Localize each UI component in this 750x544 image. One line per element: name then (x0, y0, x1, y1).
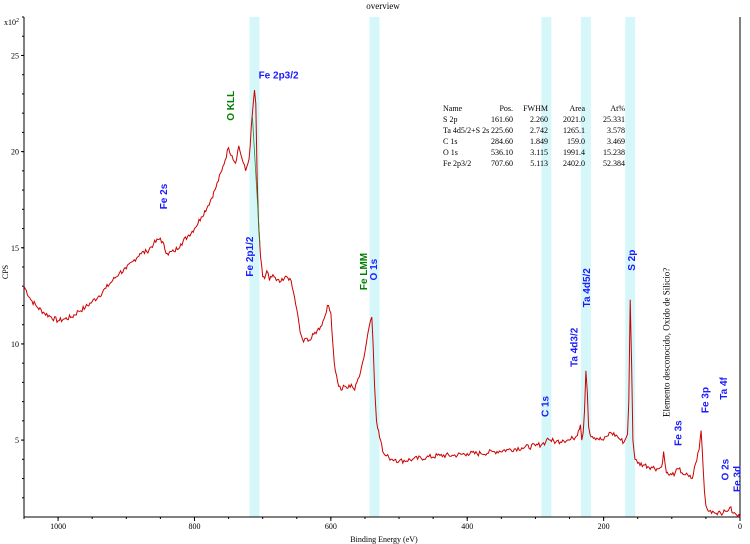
background-fit-line (252, 116, 261, 244)
highlight-band (625, 17, 636, 517)
x-tick-label: 400 (461, 522, 473, 531)
x-tick-label: 0 (738, 522, 742, 531)
table-cell: 3.469 (607, 137, 625, 146)
table-cell: 225.60 (491, 126, 513, 135)
peak-label: O 2s (720, 458, 731, 480)
peak-label: Fe 3d (733, 466, 744, 492)
table-cell: 3.115 (530, 148, 548, 157)
peak-label: Fe LMM (359, 253, 370, 290)
highlight-band (580, 17, 591, 517)
peak-label: Ta 4d5/2 (582, 268, 593, 308)
highlight-band (369, 17, 380, 517)
y-tick-label: 15 (11, 244, 19, 253)
peak-label: Fe 2p1/2 (245, 236, 256, 276)
table-cell: 15.238 (603, 148, 625, 157)
table-cell: 2.742 (530, 126, 548, 135)
table-cell: 1991.4 (563, 148, 585, 157)
table-cell: 536.10 (491, 148, 513, 157)
table-cell: C 1s (443, 137, 457, 146)
x-tick-label: 200 (598, 522, 610, 531)
peak-label: Fe 2p3/2 (259, 71, 299, 82)
table-cell: 52.384 (603, 159, 625, 168)
y-tick-label: 10 (11, 340, 19, 349)
peak-label: Fe 3p (700, 387, 711, 413)
axis-ticks: 1000 800 600 400 200 0 5 10 15 20 25 (11, 16, 742, 531)
x-tick-label: 1000 (50, 522, 66, 531)
table-cell: S 2p (443, 115, 457, 124)
y-axis-label: CPS (1, 265, 10, 279)
peak-label: Fe 2s (159, 183, 170, 209)
table-cell: 159.0 (567, 137, 585, 146)
x-tick-label: 800 (188, 522, 200, 531)
table-header-cell: At% (610, 104, 625, 113)
highlight-bands (249, 17, 636, 517)
peak-label: Ta 4d3/2 (570, 327, 581, 367)
table-cell: Fe 2p3/2 (443, 159, 471, 168)
table-cell: 161.60 (491, 115, 513, 124)
x-axis-label: Binding Energy (eV) (350, 535, 418, 544)
peak-label: C 1s (540, 395, 551, 417)
peak-label: Ta 4f (719, 376, 730, 399)
table-cell: Ta 4d5/2+S 2s (443, 126, 489, 135)
chart-title: overview (366, 1, 400, 11)
x-tick-label: 600 (325, 522, 337, 531)
table-header-cell: Name (443, 104, 463, 113)
table-cell: 2.260 (530, 115, 548, 124)
peak-label: O 1s (369, 258, 380, 280)
table-cell: O 1s (443, 148, 458, 157)
peak-label: Fe 3s (673, 420, 684, 446)
y-multiplier-label: x102 (4, 18, 19, 27)
table-cell: 1265.1 (563, 126, 585, 135)
peak-label: O KLL (226, 91, 237, 121)
table-header-cell: Area (569, 104, 585, 113)
table-cell: 5.113 (530, 159, 548, 168)
highlight-band (249, 17, 260, 517)
table-cell: 2021.0 (563, 115, 585, 124)
table-header-cell: Pos. (499, 104, 513, 113)
y-tick-label: 5 (15, 436, 19, 445)
peak-table: Name Pos. FWHM Area At% S 2p 161.60 2.260 2021.0… (443, 104, 625, 168)
y-tick-label: 20 (11, 148, 19, 157)
table-cell: 25.331 (603, 115, 625, 124)
table-header-cell: FWHM (523, 104, 548, 113)
y-tick-label: 25 (11, 51, 19, 60)
peak-label: S 2p (627, 250, 638, 271)
spectrum-line (23, 90, 741, 518)
table-cell: 707.60 (491, 159, 513, 168)
table-cell: 284.60 (491, 137, 513, 146)
table-cell: 3.578 (607, 126, 625, 135)
peak-label: Elemento desconocido, Oxido de Silicio? (662, 268, 672, 417)
table-cell: 2402.0 (563, 159, 585, 168)
highlight-band (541, 17, 552, 517)
table-cell: 1.849 (530, 137, 548, 146)
